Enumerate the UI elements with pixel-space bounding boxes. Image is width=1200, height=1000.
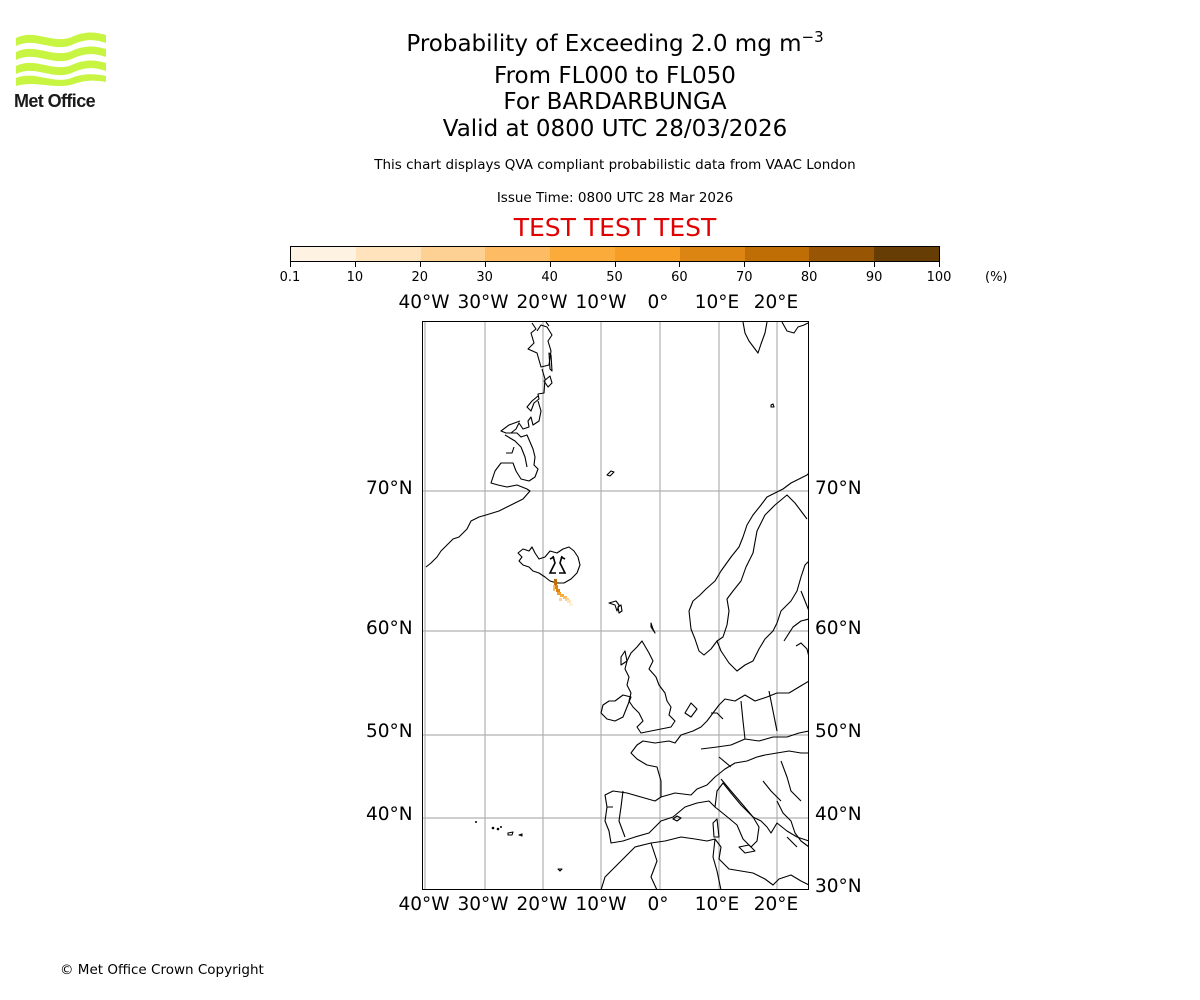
lat-label: 40°N (815, 804, 862, 825)
lat-label: 60°N (815, 618, 862, 639)
colorbar-tick-label: 30 (476, 270, 493, 285)
colorbar-tick (484, 262, 486, 267)
lon-label: 10°W (575, 894, 627, 915)
test-banner: TEST TEST TEST (513, 213, 717, 242)
colorbar-tick-label: 0.1 (279, 270, 301, 285)
colorbar-tick (419, 262, 421, 267)
volcano-name: For BARDARBUNGA (503, 89, 727, 115)
lon-label: 20°W (516, 292, 568, 313)
colorbar-segment (355, 247, 421, 261)
colorbar-tick (744, 262, 746, 267)
met-office-logo: Met Office (14, 30, 108, 112)
colorbar-tick (679, 262, 681, 267)
colorbar-segment (291, 247, 356, 261)
lon-label: 40°W (398, 292, 450, 313)
lon-label: 20°W (516, 894, 568, 915)
lon-label: 0° (647, 894, 669, 915)
colorbar-tick (809, 262, 811, 267)
colorbar-segment (614, 247, 680, 261)
colorbar-segment (420, 247, 486, 261)
colorbar-tick-label: 10 (346, 270, 364, 285)
lat-label: 70°N (366, 478, 413, 499)
valid-time: Valid at 0800 UTC 28/03/2026 (442, 116, 788, 142)
title-superscript: −3 (801, 28, 824, 46)
colorbar-segment (485, 247, 551, 261)
chart-description: This chart displays QVA compliant probab… (374, 157, 856, 173)
lat-label: 40°N (366, 804, 413, 825)
title-text: Probability of Exceeding 2.0 mg m (406, 31, 802, 57)
lon-label: 40°W (398, 894, 450, 915)
map-canvas (423, 322, 808, 889)
colorbar-segment (744, 247, 810, 261)
colorbar-tick-label: 100 (926, 270, 952, 285)
issue-time: Issue Time: 0800 UTC 28 Mar 2026 (496, 190, 734, 206)
lon-label: 20°E (753, 894, 799, 915)
lat-label: 30°N (815, 876, 862, 897)
colorbar-tick (939, 262, 940, 267)
lon-label: 30°W (457, 894, 509, 915)
colorbar-unit: (%) (985, 270, 1008, 285)
colorbar-segment (550, 247, 615, 261)
lat-label: 50°N (815, 721, 862, 742)
colorbar-segment (809, 247, 875, 261)
coastlines (425, 322, 808, 889)
met-office-waves-icon (16, 32, 106, 86)
lat-label: 60°N (366, 618, 413, 639)
lat-label: 50°N (366, 721, 413, 742)
azores-islands (475, 821, 502, 831)
lat-label: 70°N (815, 478, 862, 499)
colorbar-tick (874, 262, 876, 267)
colorbar-tick-label: 20 (411, 270, 429, 285)
lon-label: 10°E (694, 292, 740, 313)
colorbar-tick-label: 90 (865, 270, 883, 285)
map-panel[interactable] (422, 321, 809, 890)
chart-title: Probability of Exceeding 2.0 mg m−3 (0, 28, 1200, 57)
colorbar-tick (290, 262, 291, 267)
flight-level-range: From FL000 to FL050 (494, 63, 736, 89)
colorbar-segment (874, 247, 939, 261)
colorbar-tick-label: 50 (606, 270, 623, 285)
lon-label: 10°E (694, 894, 740, 915)
lon-label: 0° (647, 292, 669, 313)
copyright-notice: © Met Office Crown Copyright (60, 962, 264, 978)
colorbar-tick (354, 262, 356, 267)
probability-colorbar (290, 246, 940, 262)
colorbar-segment (679, 247, 745, 261)
volcano-icon[interactable] (548, 555, 567, 574)
colorbar-tick-label: 60 (671, 270, 688, 285)
logo-text: Met Office (14, 91, 96, 111)
ash-plume (553, 579, 573, 606)
lon-label: 30°W (457, 292, 509, 313)
lon-label: 20°E (753, 292, 799, 313)
colorbar-tick (614, 262, 616, 267)
colorbar-tick-label: 40 (541, 270, 558, 285)
graticule (423, 322, 808, 889)
colorbar-tick-label: 80 (800, 270, 818, 285)
colorbar-tick-label: 70 (736, 270, 753, 285)
colorbar-tick (549, 262, 551, 267)
lon-label: 10°W (575, 292, 627, 313)
